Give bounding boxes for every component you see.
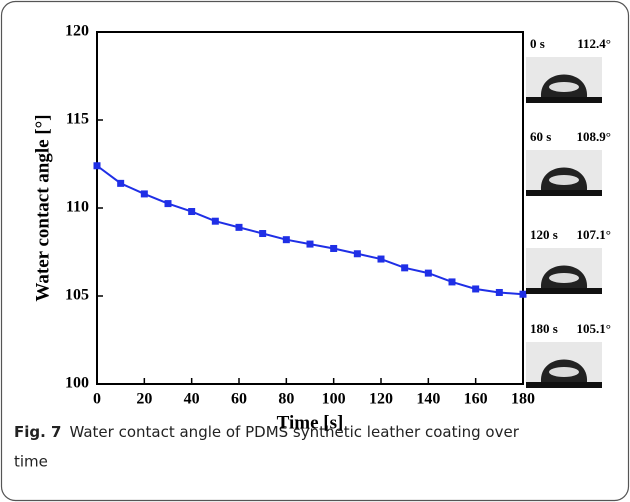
data-point (353, 250, 361, 258)
substrate (526, 97, 602, 103)
inset-time: 120 s (530, 227, 558, 242)
data-point (472, 285, 480, 293)
inset-angle: 107.1° (577, 227, 611, 242)
data-point (259, 230, 267, 238)
y-tick-label: 115 (66, 111, 89, 128)
data-point (282, 236, 290, 244)
data-point (448, 278, 456, 286)
data-point (330, 244, 338, 252)
x-tick-label: 80 (278, 391, 294, 408)
data-point (188, 208, 196, 216)
inset-time: 180 s (530, 321, 558, 336)
substrate (526, 190, 602, 196)
caption-text-cont: time (14, 453, 48, 471)
data-point (306, 240, 314, 248)
data-point (211, 217, 219, 225)
y-tick-label: 120 (65, 23, 89, 40)
caption-label: Fig. 7 (14, 423, 61, 441)
caption: Fig. 7 Water contact angle of PDMS synthe… (14, 423, 520, 441)
inset-time: 60 s (530, 129, 551, 144)
data-point (140, 190, 148, 198)
x-tick-label: 0 (93, 391, 101, 408)
inset-angle: 108.9° (577, 129, 611, 144)
data-point (93, 162, 101, 170)
inset-angle: 112.4° (577, 36, 611, 51)
y-tick-label: 110 (66, 199, 89, 216)
x-tick-label: 20 (136, 391, 152, 408)
data-point (377, 255, 385, 263)
data-point (495, 288, 503, 296)
x-tick-label: 60 (231, 391, 247, 408)
x-tick-label: 100 (322, 391, 346, 408)
y-tick-label: 100 (65, 375, 89, 392)
data-point (117, 179, 125, 187)
data-point (519, 290, 527, 298)
x-tick-label: 120 (369, 391, 393, 408)
substrate (526, 382, 602, 388)
droplet-highlight (549, 273, 579, 283)
caption-text: Water contact angle of PDMS synthetic le… (69, 423, 519, 441)
x-tick-label: 40 (184, 391, 200, 408)
data-point (424, 269, 432, 277)
data-point (164, 200, 172, 208)
droplet-highlight (549, 175, 579, 185)
inset-time: 0 s (530, 36, 545, 51)
substrate (526, 288, 602, 294)
data-line (96, 164, 524, 296)
inset-angle: 105.1° (577, 321, 611, 336)
y-tick-label: 105 (65, 287, 89, 304)
y-axis-label: Water contact angle [°] (32, 114, 53, 301)
x-tick-label: 180 (511, 391, 535, 408)
data-point (235, 223, 243, 231)
x-tick-label: 140 (416, 391, 440, 408)
droplet-highlight (549, 367, 579, 377)
plot-area (96, 31, 524, 385)
x-tick-label: 160 (464, 391, 488, 408)
x-axis-label: Time [s] (277, 412, 344, 433)
data-point (401, 264, 409, 272)
droplet-highlight (549, 82, 579, 92)
